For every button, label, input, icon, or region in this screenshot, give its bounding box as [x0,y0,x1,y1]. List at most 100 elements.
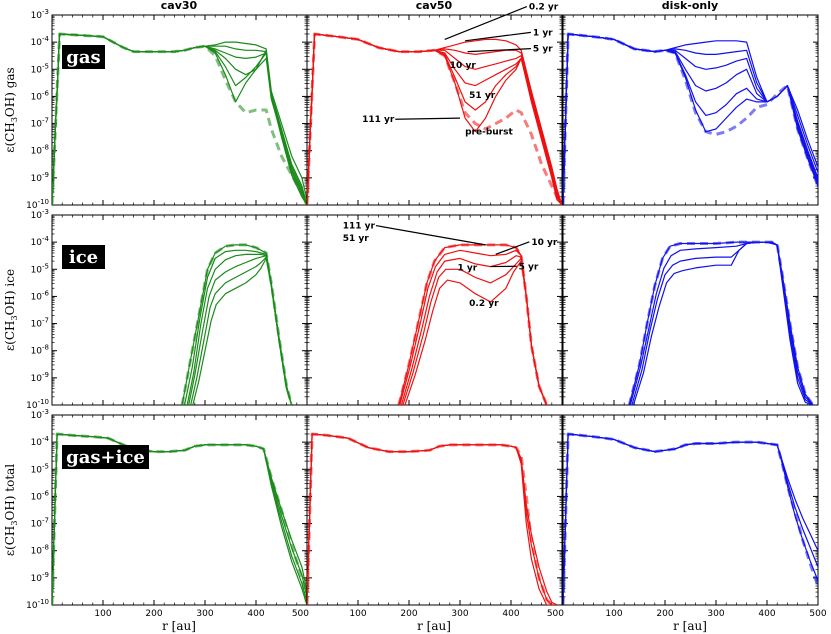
panel-frame [562,414,819,606]
y-tick-label: 10-5 [31,262,49,275]
x-tick-label: 100 [605,609,622,619]
series-line [563,33,818,205]
annotation-pointer [444,6,528,40]
y-tick-label: 10-4 [31,435,50,448]
column-title-disk-only: disk-only [662,0,718,12]
annotation-label: 1 yr [457,264,477,274]
x-tick-label: 300 [196,609,213,619]
series-group [627,240,815,405]
series-line [307,433,557,605]
y-tick-label: 10-7 [31,517,49,530]
y-axis-labels: ε(CH3OH) gas ε(CH3OH) ice ε(CH3OH) total [3,67,19,556]
y-tick-label: 10-9 [31,171,49,184]
series-group [180,243,294,405]
panel-gas-disk-only [562,14,819,206]
annotation-pointer [465,31,532,42]
series-line [188,255,293,405]
y-tick-label: 10-9 [31,371,49,384]
x-label-cav30: r [au] [162,619,196,633]
y-tick-label: 10-3 [31,8,49,21]
annotation-label: 1 yr [533,28,553,38]
series-line [307,33,562,205]
panel-frame [306,14,563,206]
column-title-cav30: cav30 [161,0,198,12]
annotation-label: pre-burst [465,127,513,137]
panel-gas-ice-disk-only: 100 200 300 400 500 [562,414,827,619]
panel-frame [306,214,563,406]
panel-frame [51,14,308,206]
y-tick-label: 10-6 [31,489,50,502]
annotation-label: 111 yr [362,115,395,125]
y-tick-label: 10-7 [31,317,49,330]
annotation-label: 111 yr [343,222,376,232]
panel-gas-cav50: 0.2 yr 1 yr 5 yr 10 yr 51 yr 111 yr pre-burst [306,3,563,206]
x-tick-label: 200 [145,609,162,619]
series-line [563,33,818,205]
series-group [307,32,562,205]
series-line-preburst [563,32,818,205]
column-titles: cav30 cav50 disk-only [161,0,718,12]
series-group [307,432,558,605]
annotation-pointer [467,48,531,53]
series-line-preburst [563,432,818,605]
annotation-label: 5 yr [533,45,553,55]
panel-gas-ice-cav50: 100 200 300 400 500 [306,414,564,619]
series-line [632,241,814,405]
series-line [563,33,818,205]
y-tick-label: 10-6 [31,289,50,302]
x-tick-label: 400 [502,609,519,619]
x-tick-label: 500 [292,609,309,619]
panel-frame [306,414,563,606]
x-tick-label: 500 [809,609,826,619]
series-line [629,241,814,405]
series-line [563,33,818,205]
x-tick-label: 200 [656,609,673,619]
y-tick-label: 10-4 [31,35,50,48]
x-axis-labels: r [au] r [au] r [au] [162,619,707,633]
series-line [631,241,814,405]
row-badge-label: gas+ice [66,447,145,468]
panel-frame [51,214,308,406]
y-tick-label: 10-8 [31,344,49,357]
y-label-gas: ε(CH3OH) gas [3,67,19,152]
panel-grid: 10-10 10-9 10-8 10-7 10-6 10-5 10-4 10-3 gas 0.2 … [26,3,827,619]
series-line [402,257,548,405]
series-line-preburst [627,240,815,405]
series-line [628,241,814,405]
x-tick-label: 500 [547,609,564,619]
panel-ice-disk-only [562,214,819,406]
annotation-label: 5 yr [519,262,539,272]
series-group [397,243,549,405]
series-line [563,33,818,205]
series-line [404,260,548,405]
y-tick-label: 10-9 [31,571,49,584]
series-group [52,432,307,605]
y-tick-label: 10-6 [31,89,50,102]
annotation-label: 0.2 yr [469,299,499,309]
y-tick-label: 10-5 [31,462,49,475]
series-group [563,432,818,605]
series-line [307,33,562,205]
y-tick-label: 10-4 [31,235,50,248]
y-tick-label: 10-5 [31,62,49,75]
annotation-label: 51 yr [469,91,496,101]
x-label-disk-only: r [au] [673,619,707,633]
x-tick-label: 100 [94,609,111,619]
y-tick-label: 10-8 [31,144,49,157]
row-badge [62,445,149,469]
row-badge-label: gas [66,47,100,68]
series-group [52,32,307,205]
x-tick-label: 400 [247,609,264,619]
y-label-total: ε(CH3OH) total [3,464,19,556]
y-label-ice: ε(CH3OH) ice [3,269,19,351]
y-tick-label: 10-7 [31,117,49,130]
panel-ice-cav50: 111 yr 51 yr 10 yr 1 yr 5 yr 0.2 yr [306,214,563,406]
x-tick-label: 200 [400,609,417,619]
annotation-pointer [395,117,461,120]
series-line [192,257,293,405]
series-line [563,33,818,205]
